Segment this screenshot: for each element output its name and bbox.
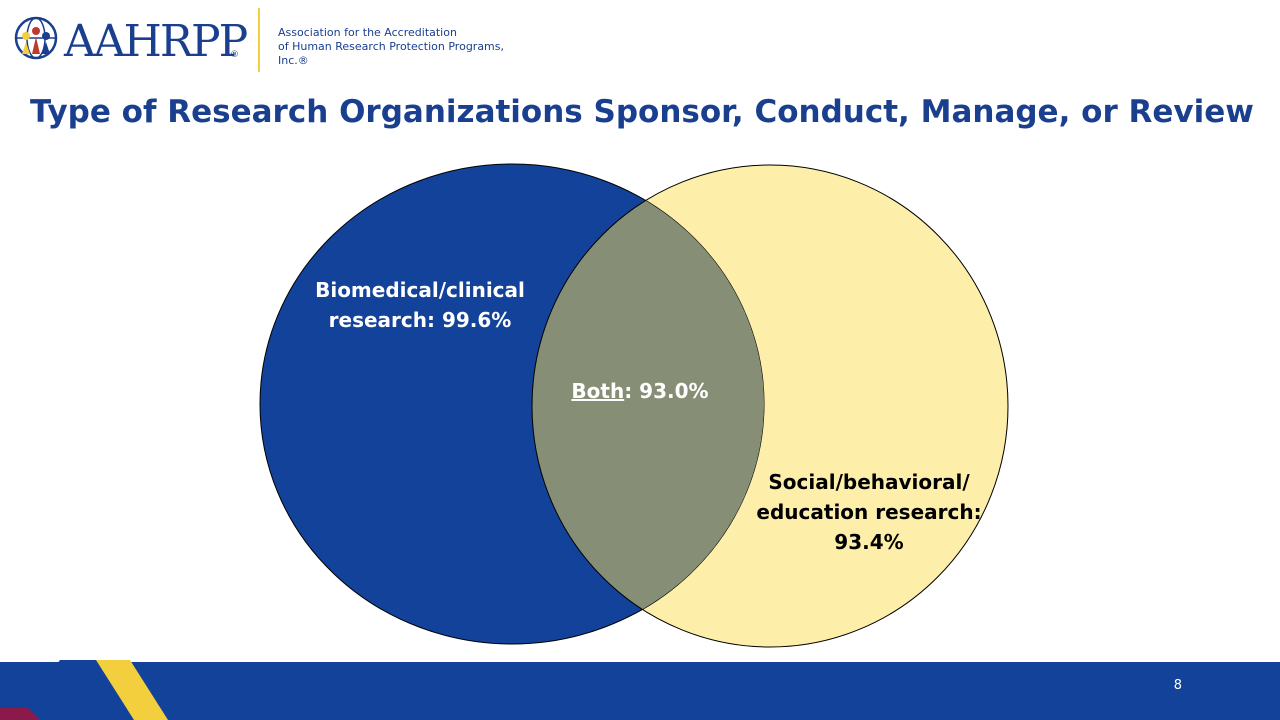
logo-registered-mark: ® [230,50,239,60]
social-label-line2: education research: [756,500,982,524]
page-number: 8 [1173,678,1182,693]
footer-yellow-chevron [96,660,168,720]
venn-label-social: Social/behavioral/ education research: 9… [738,467,1000,557]
org-full-name: Association for the Accreditation of Hum… [278,26,534,68]
venn-overlap [531,164,764,644]
org-name-line1: Association for the Accreditation [278,26,457,39]
logo-divider [258,8,260,72]
social-label-line1: Social/behavioral/ [768,470,970,494]
both-label-keyword: Both [571,379,625,403]
slide-title: Type of Research Organizations Sponsor, … [30,94,1254,130]
globe-people-icon [14,16,58,60]
org-name-line2: of Human Research Protection Programs, I… [278,40,505,67]
footer-band [0,660,1280,720]
aahrpp-logo: AAHRPP ® Association for the Accreditati… [14,8,534,76]
venn-label-biomedical: Biomedical/clinical research: 99.6% [305,275,535,335]
social-label-line3: 93.4% [834,530,904,554]
footer-bar [0,662,1280,720]
footer-maroon-stripe [0,708,40,720]
both-label-value: : 93.0% [624,379,709,403]
biomedical-label-line2: research: 99.6% [328,308,512,332]
venn-label-both: Both: 93.0% [540,376,740,406]
logo-wordmark: AAHRPP [64,16,248,67]
biomedical-label-line1: Biomedical/clinical [315,278,525,302]
